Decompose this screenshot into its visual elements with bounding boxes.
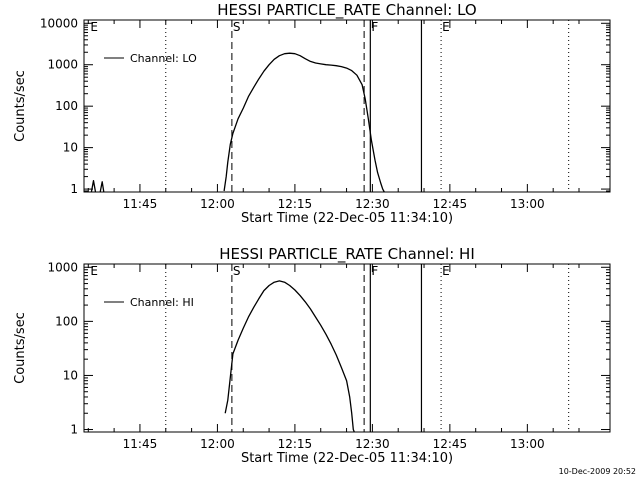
series-line (224, 280, 355, 433)
y-tick-label: 1000 (47, 58, 78, 72)
series-line (90, 179, 97, 193)
x-tick-label: 12:00 (200, 437, 235, 451)
y-tick-label: 10000 (40, 16, 78, 30)
chart-title: HESSI PARTICLE_RATE Channel: HI (219, 245, 475, 264)
legend-label: Channel: HI (130, 296, 194, 309)
x-tick-label: 12:45 (433, 437, 468, 451)
x-tick-label: 12:00 (200, 197, 235, 211)
y-tick-label: 10 (63, 141, 78, 155)
event-marker-label: E (90, 264, 98, 278)
y-tick-label: 1000 (47, 260, 78, 274)
chart-panel-1: HESSI PARTICLE_RATE Channel: HI 1 10 100 100… (13, 245, 611, 466)
x-tick-label: 12:30 (355, 197, 390, 211)
legend-label: Channel: LO (130, 52, 197, 65)
x-tick-label: 13:00 (510, 197, 545, 211)
y-tick-label: 10 (63, 368, 78, 382)
y-tick-label: 100 (55, 99, 78, 113)
y-tick-label: 100 (55, 314, 78, 328)
chart-panel-0: HESSI PARTICLE_RATE Channel: LO 1 10 100 100… (13, 1, 611, 226)
series-line (223, 52, 385, 193)
y-tick-label: 1 (70, 182, 78, 196)
event-marker-label: E (442, 20, 450, 34)
x-tick-label: 12:45 (433, 197, 468, 211)
x-tick-label: 13:00 (510, 437, 545, 451)
x-tick-label: 12:15 (278, 437, 313, 451)
y-axis-label: Counts/sec (13, 70, 28, 142)
event-marker-label: F (371, 264, 378, 278)
event-marker-label: S (233, 20, 241, 34)
y-tick-label: 1 (70, 423, 78, 437)
y-axis-label: Counts/sec (13, 312, 28, 384)
x-axis-label: Start Time (22-Dec-05 11:34:10) (241, 451, 453, 466)
timestamp-label: 10-Dec-2009 20:52 (559, 467, 636, 476)
event-marker-label: F (371, 20, 378, 34)
event-marker-label: E (442, 264, 450, 278)
x-tick-label: 12:15 (278, 197, 313, 211)
event-marker-label: S (233, 264, 241, 278)
x-axis-label: Start Time (22-Dec-05 11:34:10) (241, 211, 453, 226)
series-line (99, 181, 105, 193)
x-tick-label: 11:45 (123, 197, 158, 211)
event-marker-label: E (90, 20, 98, 34)
x-tick-label: 11:45 (123, 437, 158, 451)
x-tick-label: 12:30 (355, 437, 390, 451)
chart-title: HESSI PARTICLE_RATE Channel: LO (217, 1, 476, 20)
